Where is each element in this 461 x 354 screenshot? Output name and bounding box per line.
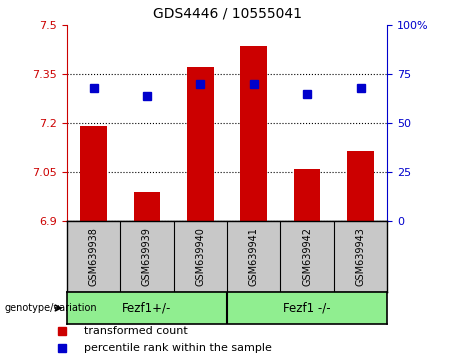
Bar <box>187 67 214 221</box>
Text: GSM639938: GSM639938 <box>89 227 99 286</box>
Text: genotype/variation: genotype/variation <box>5 303 97 313</box>
Text: GSM639939: GSM639939 <box>142 227 152 286</box>
Bar <box>240 46 267 221</box>
Bar <box>134 192 160 221</box>
Bar <box>294 169 320 221</box>
Bar <box>80 126 107 221</box>
Text: GSM639943: GSM639943 <box>355 227 366 286</box>
Text: GSM639941: GSM639941 <box>249 227 259 286</box>
Bar <box>347 151 374 221</box>
Text: GSM639940: GSM639940 <box>195 227 205 286</box>
Text: transformed count: transformed count <box>84 326 188 336</box>
Text: percentile rank within the sample: percentile rank within the sample <box>84 343 272 353</box>
Title: GDS4446 / 10555041: GDS4446 / 10555041 <box>153 7 301 21</box>
Text: Fezf1+/-: Fezf1+/- <box>122 302 171 314</box>
Text: Fezf1 -/-: Fezf1 -/- <box>284 302 331 314</box>
Text: GSM639942: GSM639942 <box>302 227 312 286</box>
